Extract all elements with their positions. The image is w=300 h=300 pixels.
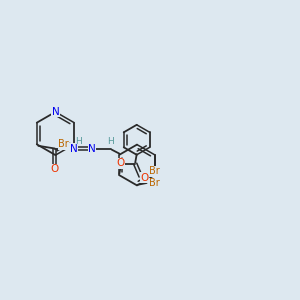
Text: Br: Br bbox=[58, 139, 69, 149]
Text: H: H bbox=[75, 137, 82, 146]
Text: H: H bbox=[107, 137, 114, 146]
Text: O: O bbox=[117, 158, 125, 168]
Text: Br: Br bbox=[149, 178, 160, 188]
Text: N: N bbox=[70, 143, 77, 154]
Text: O: O bbox=[140, 173, 148, 183]
Text: O: O bbox=[51, 164, 59, 175]
Text: N: N bbox=[88, 143, 96, 154]
Text: N: N bbox=[52, 107, 59, 117]
Text: Br: Br bbox=[149, 166, 160, 176]
